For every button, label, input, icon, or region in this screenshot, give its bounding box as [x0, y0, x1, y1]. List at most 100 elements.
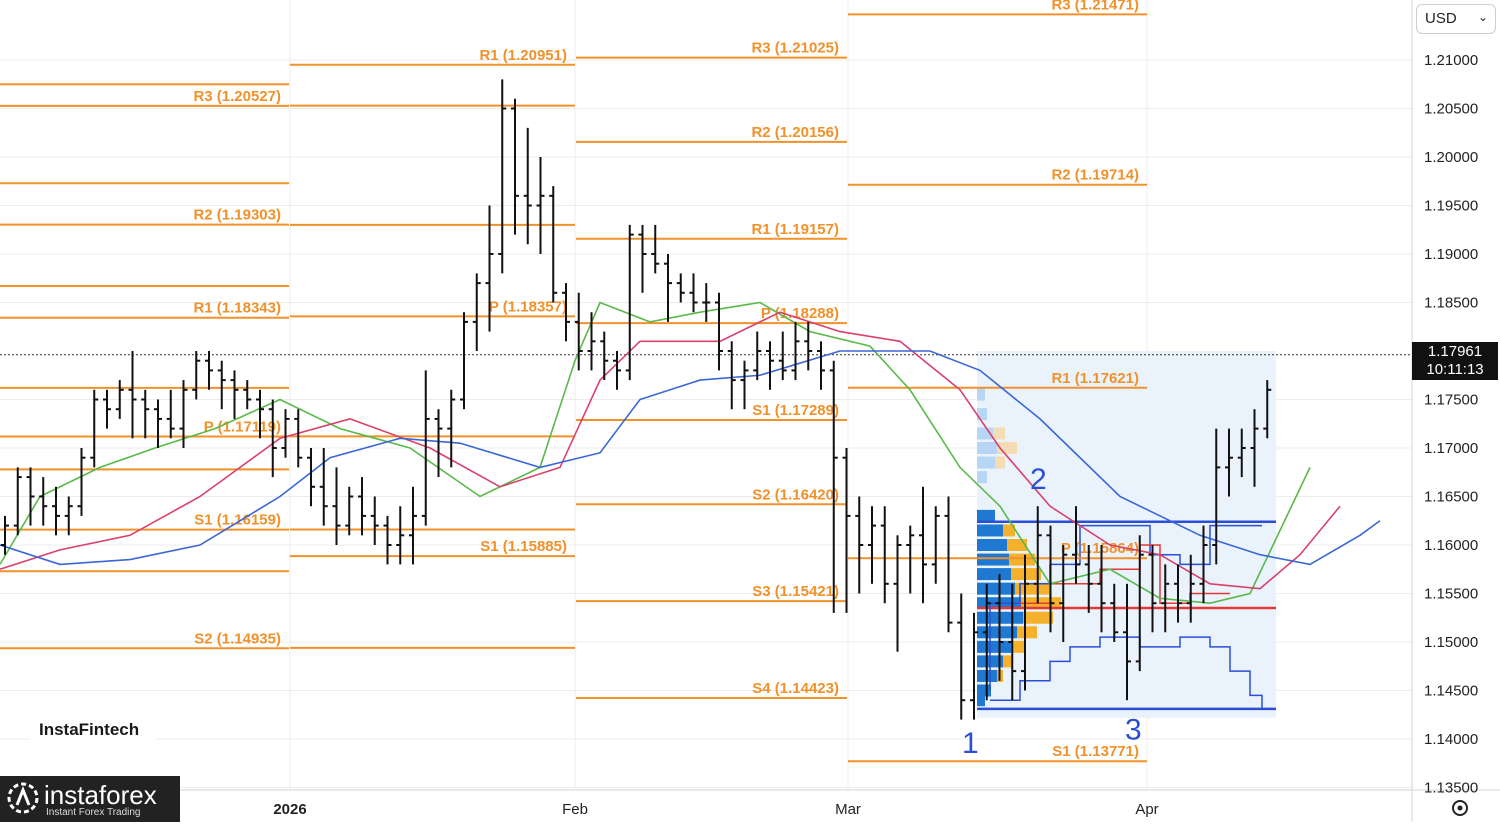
profile-bar-va — [995, 456, 1005, 469]
profile-bar-va — [1017, 626, 1037, 639]
ohlc-bar — [460, 312, 468, 410]
pivot-label-r3: R3 (1.21471) — [1051, 0, 1139, 13]
ohlc-bar — [638, 224, 647, 293]
price-bars — [1, 79, 1272, 720]
ohlc-bar — [931, 506, 940, 584]
ohlc-bar — [1186, 554, 1195, 623]
ohlc-bar — [625, 224, 634, 381]
pivot-label-p: P (1.15864) — [1061, 540, 1139, 557]
ohlc-bar — [26, 467, 35, 526]
ohlc-bar — [358, 477, 366, 536]
ohlc-bar — [727, 341, 736, 410]
ohlc-bar — [52, 486, 60, 536]
ohlc-bar — [1225, 428, 1233, 497]
ohlc-bar — [192, 351, 201, 400]
profile-bar-va — [1015, 582, 1049, 595]
ohlc-bar — [217, 360, 226, 410]
ohlc-bar — [243, 380, 252, 410]
profile-bar-va — [1003, 655, 1013, 668]
ohlc-bar — [1135, 535, 1144, 672]
pivot-label-r1: R1 (1.20951) — [479, 47, 567, 64]
profile-bar — [977, 568, 1011, 581]
ohlc-bar — [574, 292, 583, 371]
pivot-label-s2: S2 (1.14935) — [194, 630, 281, 647]
pivot-label-r2: R2 (1.20156) — [751, 124, 839, 141]
ohlc-bar — [1161, 564, 1170, 633]
ohlc-bar — [1, 515, 9, 555]
ohlc-bar — [1123, 583, 1131, 701]
wave-marker-1: 1 — [962, 727, 979, 760]
ohlc-bar — [230, 370, 239, 419]
ohlc-bar — [307, 448, 315, 507]
ohlc-bar — [332, 467, 341, 545]
ohlc-bar — [166, 389, 175, 439]
instafintech-watermark: InstaFintech — [30, 698, 156, 756]
moving-average-green — [0, 301, 1311, 605]
ohlc-bar — [689, 273, 698, 313]
pivot-label-s1: S1 (1.16159) — [194, 512, 281, 529]
ohlc-bar — [485, 205, 494, 332]
ohlc-bar — [179, 380, 188, 448]
ohlc-bar — [970, 612, 978, 720]
profile-bar-va — [1011, 640, 1025, 653]
ohlc-bar — [1199, 525, 1208, 604]
ohlc-bar — [39, 477, 48, 526]
ohlc-bar — [128, 351, 137, 439]
currency-select[interactable]: USD ⌄ — [1416, 4, 1496, 34]
instaforex-name: instaforex — [44, 780, 157, 810]
profile-bar — [977, 582, 1015, 595]
moving-average-red — [0, 311, 1341, 590]
ohlc-bar — [855, 496, 864, 594]
gear-icon[interactable] — [1446, 796, 1474, 820]
moving-averages — [0, 301, 1381, 605]
ohlc-bar — [1033, 506, 1042, 604]
ohlc-bar — [1263, 380, 1272, 439]
y-tick-label: 1.15000 — [1424, 634, 1478, 651]
ohlc-bar — [919, 486, 927, 604]
pivot-label-s1: S1 (1.15885) — [480, 538, 567, 555]
ohlc-bar — [651, 224, 660, 274]
ohlc-bar — [664, 254, 672, 322]
ohlc-bar — [268, 399, 277, 478]
ohlc-bar — [778, 331, 787, 381]
ohlc-bar — [1237, 428, 1246, 478]
profile-bar — [977, 553, 1009, 566]
ohlc-bar — [766, 341, 774, 390]
profile-bar — [977, 640, 1011, 653]
bar-countdown: 10:11:13 — [1426, 361, 1484, 378]
ohlc-bar — [294, 409, 303, 468]
pivot-label-s2: S2 (1.16420) — [752, 486, 839, 503]
y-tick-label: 1.17500 — [1424, 392, 1478, 409]
ohlc-bar — [396, 506, 405, 565]
pivot-label-p: P (1.18288) — [761, 305, 839, 322]
y-tick-label: 1.16500 — [1424, 489, 1478, 506]
ohlc-bar — [77, 448, 86, 516]
ohlc-bar — [1046, 525, 1055, 633]
ohlc-bar — [370, 496, 379, 545]
wave-marker-3: 3 — [1125, 713, 1142, 746]
y-tick-label: 1.17000 — [1424, 440, 1478, 457]
pivot-label-s1: S1 (1.17289) — [752, 402, 839, 419]
ohlc-bar — [319, 448, 328, 526]
pivot-label-r1: R1 (1.19157) — [751, 221, 839, 238]
ohlc-bar — [90, 389, 99, 468]
profile-bar — [977, 471, 987, 484]
x-tick-label: 2026 — [273, 801, 306, 818]
pivot-label-s3: S3 (1.15421) — [752, 583, 839, 600]
ohlc-bar — [549, 186, 558, 303]
ohlc-bar — [345, 486, 354, 536]
profile-bar-va — [1009, 553, 1035, 566]
ohlc-bar — [1084, 545, 1093, 613]
y-tick-label: 1.14500 — [1424, 683, 1478, 700]
instaforex-watermark: instaforex Instant Forex Trading — [0, 776, 180, 822]
profile-bar-va — [1003, 524, 1015, 537]
instafintech-text: InstaFintech — [39, 720, 140, 739]
ohlc-bar — [1097, 545, 1106, 633]
chevron-down-icon: ⌄ — [1477, 10, 1488, 24]
y-tick-label: 1.20500 — [1424, 101, 1478, 118]
profile-bar — [977, 524, 1003, 537]
pivot-label-r2: R2 (1.19303) — [193, 207, 281, 224]
last-price-value: 1.17961 — [1427, 343, 1483, 360]
